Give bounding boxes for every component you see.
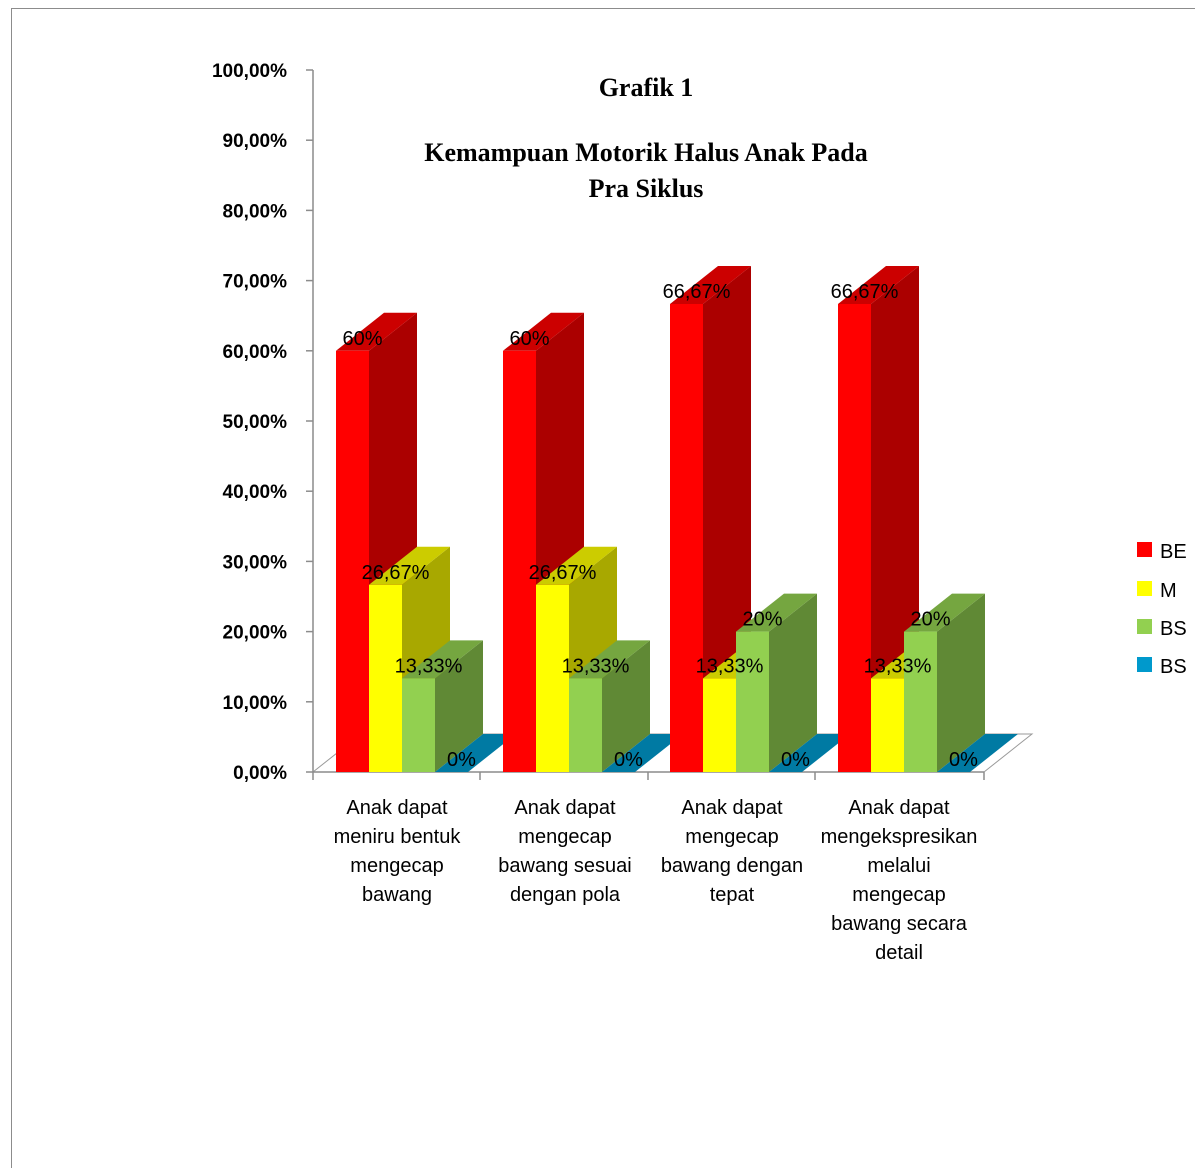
y-tick-label: 70,00% <box>223 272 288 293</box>
data-label: 20% <box>742 609 782 631</box>
bar-bsh <box>402 678 435 772</box>
data-label: 0% <box>614 749 643 771</box>
data-label: 13,33% <box>395 655 463 677</box>
data-label: 0% <box>447 749 476 771</box>
data-label: 13,33% <box>562 655 630 677</box>
data-label: 60% <box>342 328 382 350</box>
bar-bb <box>670 304 703 772</box>
bar-bsh <box>904 632 937 772</box>
y-tick-label: 60,00% <box>223 342 288 363</box>
bar-bb <box>838 304 871 772</box>
y-tick-label: 40,00% <box>223 482 288 503</box>
legend-label-bsb: BS <box>1160 656 1187 678</box>
chart-subtitle-line-2: Pra Siklus <box>589 174 704 203</box>
data-label: 26,67% <box>529 562 597 584</box>
legend-swatch-bsb <box>1137 657 1152 672</box>
data-label: 0% <box>949 749 978 771</box>
data-label: 26,67% <box>362 562 430 584</box>
bar-bsh <box>736 632 769 772</box>
legend-swatch-mb <box>1137 581 1152 596</box>
y-tick-label: 10,00% <box>223 693 288 714</box>
y-tick-label: 50,00% <box>223 412 288 433</box>
data-label: 20% <box>910 609 950 631</box>
y-axis: 0,00% 10,00% 20,00% 30,00% 40,00% 50,00% 60,00… <box>212 61 313 784</box>
legend-label-bsh: BS <box>1160 618 1187 640</box>
chart-subtitle-line-1: Kemampuan Motorik Halus Anak Pada <box>424 138 868 167</box>
legend-label-bb: BE <box>1160 541 1187 563</box>
data-label: 66,67% <box>663 281 731 303</box>
chart-title: Grafik 1 <box>599 73 694 102</box>
bar-mb <box>703 678 736 772</box>
bar-bsh <box>569 678 602 772</box>
bar-mb <box>871 678 904 772</box>
y-tick-label: 80,00% <box>223 201 288 222</box>
y-tick-label: 0,00% <box>233 763 287 784</box>
legend-swatch-bsh <box>1137 619 1152 634</box>
y-tick-label: 20,00% <box>223 623 288 644</box>
data-label: 0% <box>781 749 810 771</box>
legend-swatch-bb <box>1137 542 1152 557</box>
bar-mb <box>369 585 402 772</box>
data-label: 66,67% <box>831 281 899 303</box>
data-label: 13,33% <box>864 655 932 677</box>
y-tick-label: 30,00% <box>223 552 288 573</box>
data-label: 60% <box>509 328 549 350</box>
y-tick-label: 90,00% <box>223 131 288 152</box>
y-tick-label: 100,00% <box>212 61 287 82</box>
data-label: 13,33% <box>696 655 764 677</box>
chart-bars <box>336 266 1018 772</box>
legend: BE M BS BS <box>1137 541 1187 678</box>
bar-mb <box>536 585 569 772</box>
legend-label-mb: M <box>1160 580 1177 602</box>
